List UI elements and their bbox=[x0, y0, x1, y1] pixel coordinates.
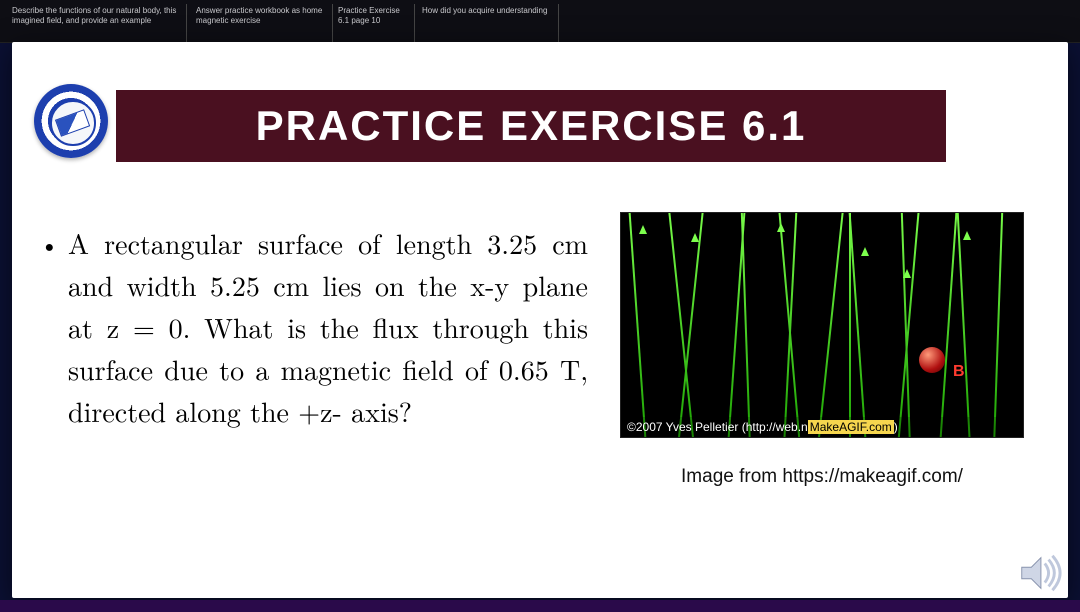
credit-prefix: ©2007 Yves Pelletier (http://web.n bbox=[627, 420, 808, 434]
field-line bbox=[817, 212, 845, 438]
field-line bbox=[849, 212, 851, 438]
logo-sash bbox=[55, 109, 90, 136]
tab-item-1[interactable]: Answer practice workbook as home magneti… bbox=[190, 4, 333, 42]
school-logo bbox=[34, 84, 108, 158]
tab-item-3[interactable]: How did you acquire understanding bbox=[416, 4, 559, 42]
field-line bbox=[628, 212, 647, 438]
footer-bar bbox=[0, 600, 1080, 612]
field-arrow-icon bbox=[903, 269, 911, 278]
app-tabstrip: Describe the functions of our natural bo… bbox=[0, 0, 1080, 43]
credit-highlight: MakeAGIF.com bbox=[808, 420, 894, 434]
slide-canvas: PRACTICE EXERCISE 6.1 A rectangular surf… bbox=[12, 42, 1068, 598]
image-column: B ©2007 Yves Pelletier (http://web.nMake… bbox=[606, 194, 1038, 578]
text-column: A rectangular surface of length 3.25 cm … bbox=[42, 194, 588, 578]
field-lines-figure: B ©2007 Yves Pelletier (http://web.nMake… bbox=[620, 212, 1024, 438]
figure-caption: Image from https://makeagif.com/ bbox=[681, 466, 963, 488]
figure-credit: ©2007 Yves Pelletier (http://web.nMakeAG… bbox=[621, 417, 1023, 437]
desktop-backdrop: Describe the functions of our natural bo… bbox=[0, 0, 1080, 612]
field-line bbox=[993, 212, 1004, 438]
tab-item-2[interactable]: Practice Exercise 6.1 page 10 bbox=[332, 4, 415, 42]
field-line bbox=[956, 212, 971, 438]
field-arrow-icon bbox=[963, 231, 971, 240]
credit-suffix: ) bbox=[894, 420, 898, 434]
audio-icon[interactable] bbox=[1016, 550, 1062, 596]
field-arrow-icon bbox=[777, 223, 785, 232]
field-arrow-icon bbox=[639, 225, 647, 234]
bullet-text: A rectangular surface of length 3.25 cm … bbox=[68, 222, 588, 432]
field-line bbox=[939, 212, 958, 438]
title-bar: PRACTICE EXERCISE 6.1 bbox=[116, 90, 946, 162]
b-vector-label: B bbox=[953, 363, 965, 381]
field-arrow-icon bbox=[691, 233, 699, 242]
field-arrow-icon bbox=[861, 247, 869, 256]
slide-body: A rectangular surface of length 3.25 cm … bbox=[42, 194, 1038, 578]
charge-ball-icon bbox=[919, 347, 945, 373]
logo-inner bbox=[50, 100, 95, 145]
slide-title: PRACTICE EXERCISE 6.1 bbox=[256, 102, 807, 150]
tab-item-0[interactable]: Describe the functions of our natural bo… bbox=[6, 4, 187, 42]
